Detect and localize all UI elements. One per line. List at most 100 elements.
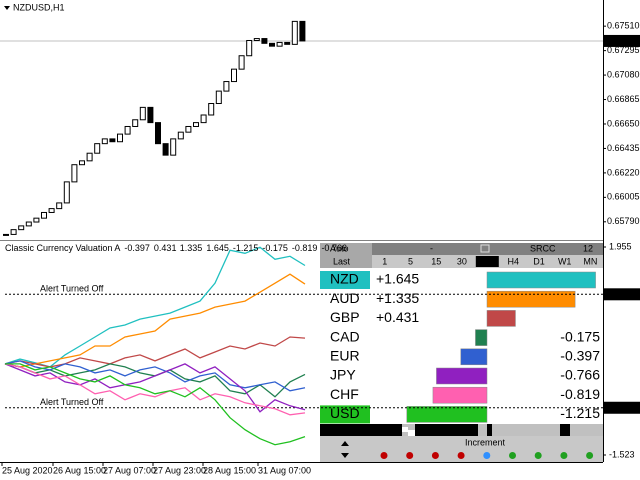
alert-text: Alert Turned Off — [40, 284, 104, 294]
timeframe-button[interactable]: W1 — [558, 256, 572, 266]
candle — [170, 138, 177, 156]
candle — [261, 38, 268, 44]
candle — [223, 81, 230, 92]
alert-level-box — [604, 401, 640, 414]
candle — [231, 68, 237, 83]
tool-icon[interactable] — [509, 452, 516, 459]
candle — [86, 152, 93, 162]
candle — [147, 106, 154, 124]
timeframe-button[interactable]: D1 — [533, 256, 545, 266]
currency-value: -0.175 — [560, 328, 600, 344]
tool-icon[interactable] — [380, 452, 388, 459]
currency-code: AUD — [330, 290, 360, 306]
currency-code: CHF — [330, 386, 359, 402]
tool-icon[interactable] — [457, 452, 465, 459]
strip-block — [372, 424, 402, 436]
alert-level-box — [604, 288, 640, 301]
tool-icon[interactable] — [534, 452, 542, 459]
price-tick-label: 0.67295 — [607, 45, 640, 55]
currency-value: -0.766 — [560, 367, 600, 383]
strip-block — [415, 424, 478, 436]
tool-icon[interactable] — [586, 452, 594, 459]
currency-value: -0.397 — [560, 348, 600, 364]
increment-down[interactable] — [341, 453, 349, 458]
indicator-tick-label: -1.523 — [609, 449, 635, 459]
currency-code: GBP — [330, 309, 360, 325]
candle — [3, 233, 9, 236]
method-icon[interactable] — [480, 244, 490, 253]
increment-label: Increment — [465, 437, 506, 447]
strength-bar — [475, 329, 488, 346]
candle — [177, 131, 184, 140]
tool-icon[interactable] — [483, 452, 491, 459]
candle — [208, 103, 215, 116]
candle — [139, 106, 146, 121]
currency-line — [4, 246, 306, 368]
strength-bar — [486, 271, 596, 289]
price-tick-label: 0.66220 — [607, 167, 640, 177]
currency-value: +1.335 — [376, 290, 419, 306]
price-tick-label: 0.66435 — [607, 143, 640, 153]
candle — [124, 125, 131, 135]
candle — [25, 221, 32, 227]
currency-code: NZD — [330, 271, 359, 287]
indicator-value: -0.766 — [321, 243, 347, 253]
candle — [41, 211, 47, 219]
candle — [299, 20, 306, 42]
mode-bg[interactable] — [320, 243, 372, 255]
indicator-tick-label: 1.955 — [609, 241, 632, 251]
strength-bar — [436, 367, 488, 385]
tool-icon[interactable] — [406, 452, 414, 459]
time-label: 27 Aug 23:00 — [153, 465, 206, 475]
currency-line — [4, 336, 306, 368]
indicator-name: Classic Currency Valuation A — [5, 243, 120, 253]
last-bg[interactable] — [320, 255, 372, 268]
timeframe-bg — [320, 255, 603, 268]
currency-code: USD — [330, 405, 360, 421]
currency-value: +1.645 — [376, 271, 419, 287]
timeframe-button[interactable]: 15 — [431, 256, 441, 266]
candle — [193, 122, 199, 127]
candle — [269, 42, 275, 47]
candle — [200, 114, 207, 124]
candle — [56, 202, 63, 210]
tool-icon[interactable] — [431, 452, 439, 459]
time-label: 25 Aug 2020 — [2, 465, 53, 475]
price-tick-label: 0.65790 — [607, 216, 640, 226]
candle — [162, 143, 169, 156]
increment-up[interactable] — [341, 441, 349, 446]
currency-value: -0.819 — [560, 386, 600, 402]
timeframe-button[interactable]: H1 — [482, 256, 494, 266]
timeframe-button[interactable]: 30 — [457, 256, 467, 266]
price-tick-label: 0.66005 — [607, 192, 640, 202]
candle — [18, 225, 25, 231]
currency-code: EUR — [330, 348, 360, 364]
header-bg — [320, 243, 603, 255]
strip-gap — [408, 430, 415, 436]
timeframe-button[interactable]: 1 — [382, 256, 387, 266]
strip-gap — [402, 427, 408, 432]
alert-level-label: 1.164 — [608, 289, 631, 299]
symbol-menu-arrow[interactable] — [4, 6, 10, 10]
timeframe-button[interactable]: MN — [583, 256, 597, 266]
currency-code: JPY — [330, 367, 356, 383]
candle — [117, 133, 123, 143]
indicator-value: -0.175 — [262, 243, 288, 253]
tool-icon[interactable] — [560, 452, 568, 459]
strength-bar — [432, 386, 488, 404]
currency-value: +0.431 — [376, 309, 419, 325]
timeframe-button[interactable]: 5 — [408, 256, 413, 266]
candle — [101, 138, 108, 145]
candle — [33, 217, 40, 223]
currency-value: -1.215 — [560, 405, 600, 421]
time-label: 27 Aug 07:00 — [103, 465, 156, 475]
timeframe-button[interactable]: H4 — [508, 256, 520, 266]
candle — [291, 20, 298, 45]
candle — [132, 119, 139, 127]
last-label: Last — [333, 256, 351, 266]
mode-label: Auto — [330, 243, 349, 253]
currency-line — [4, 363, 306, 416]
strength-bar — [486, 290, 576, 308]
